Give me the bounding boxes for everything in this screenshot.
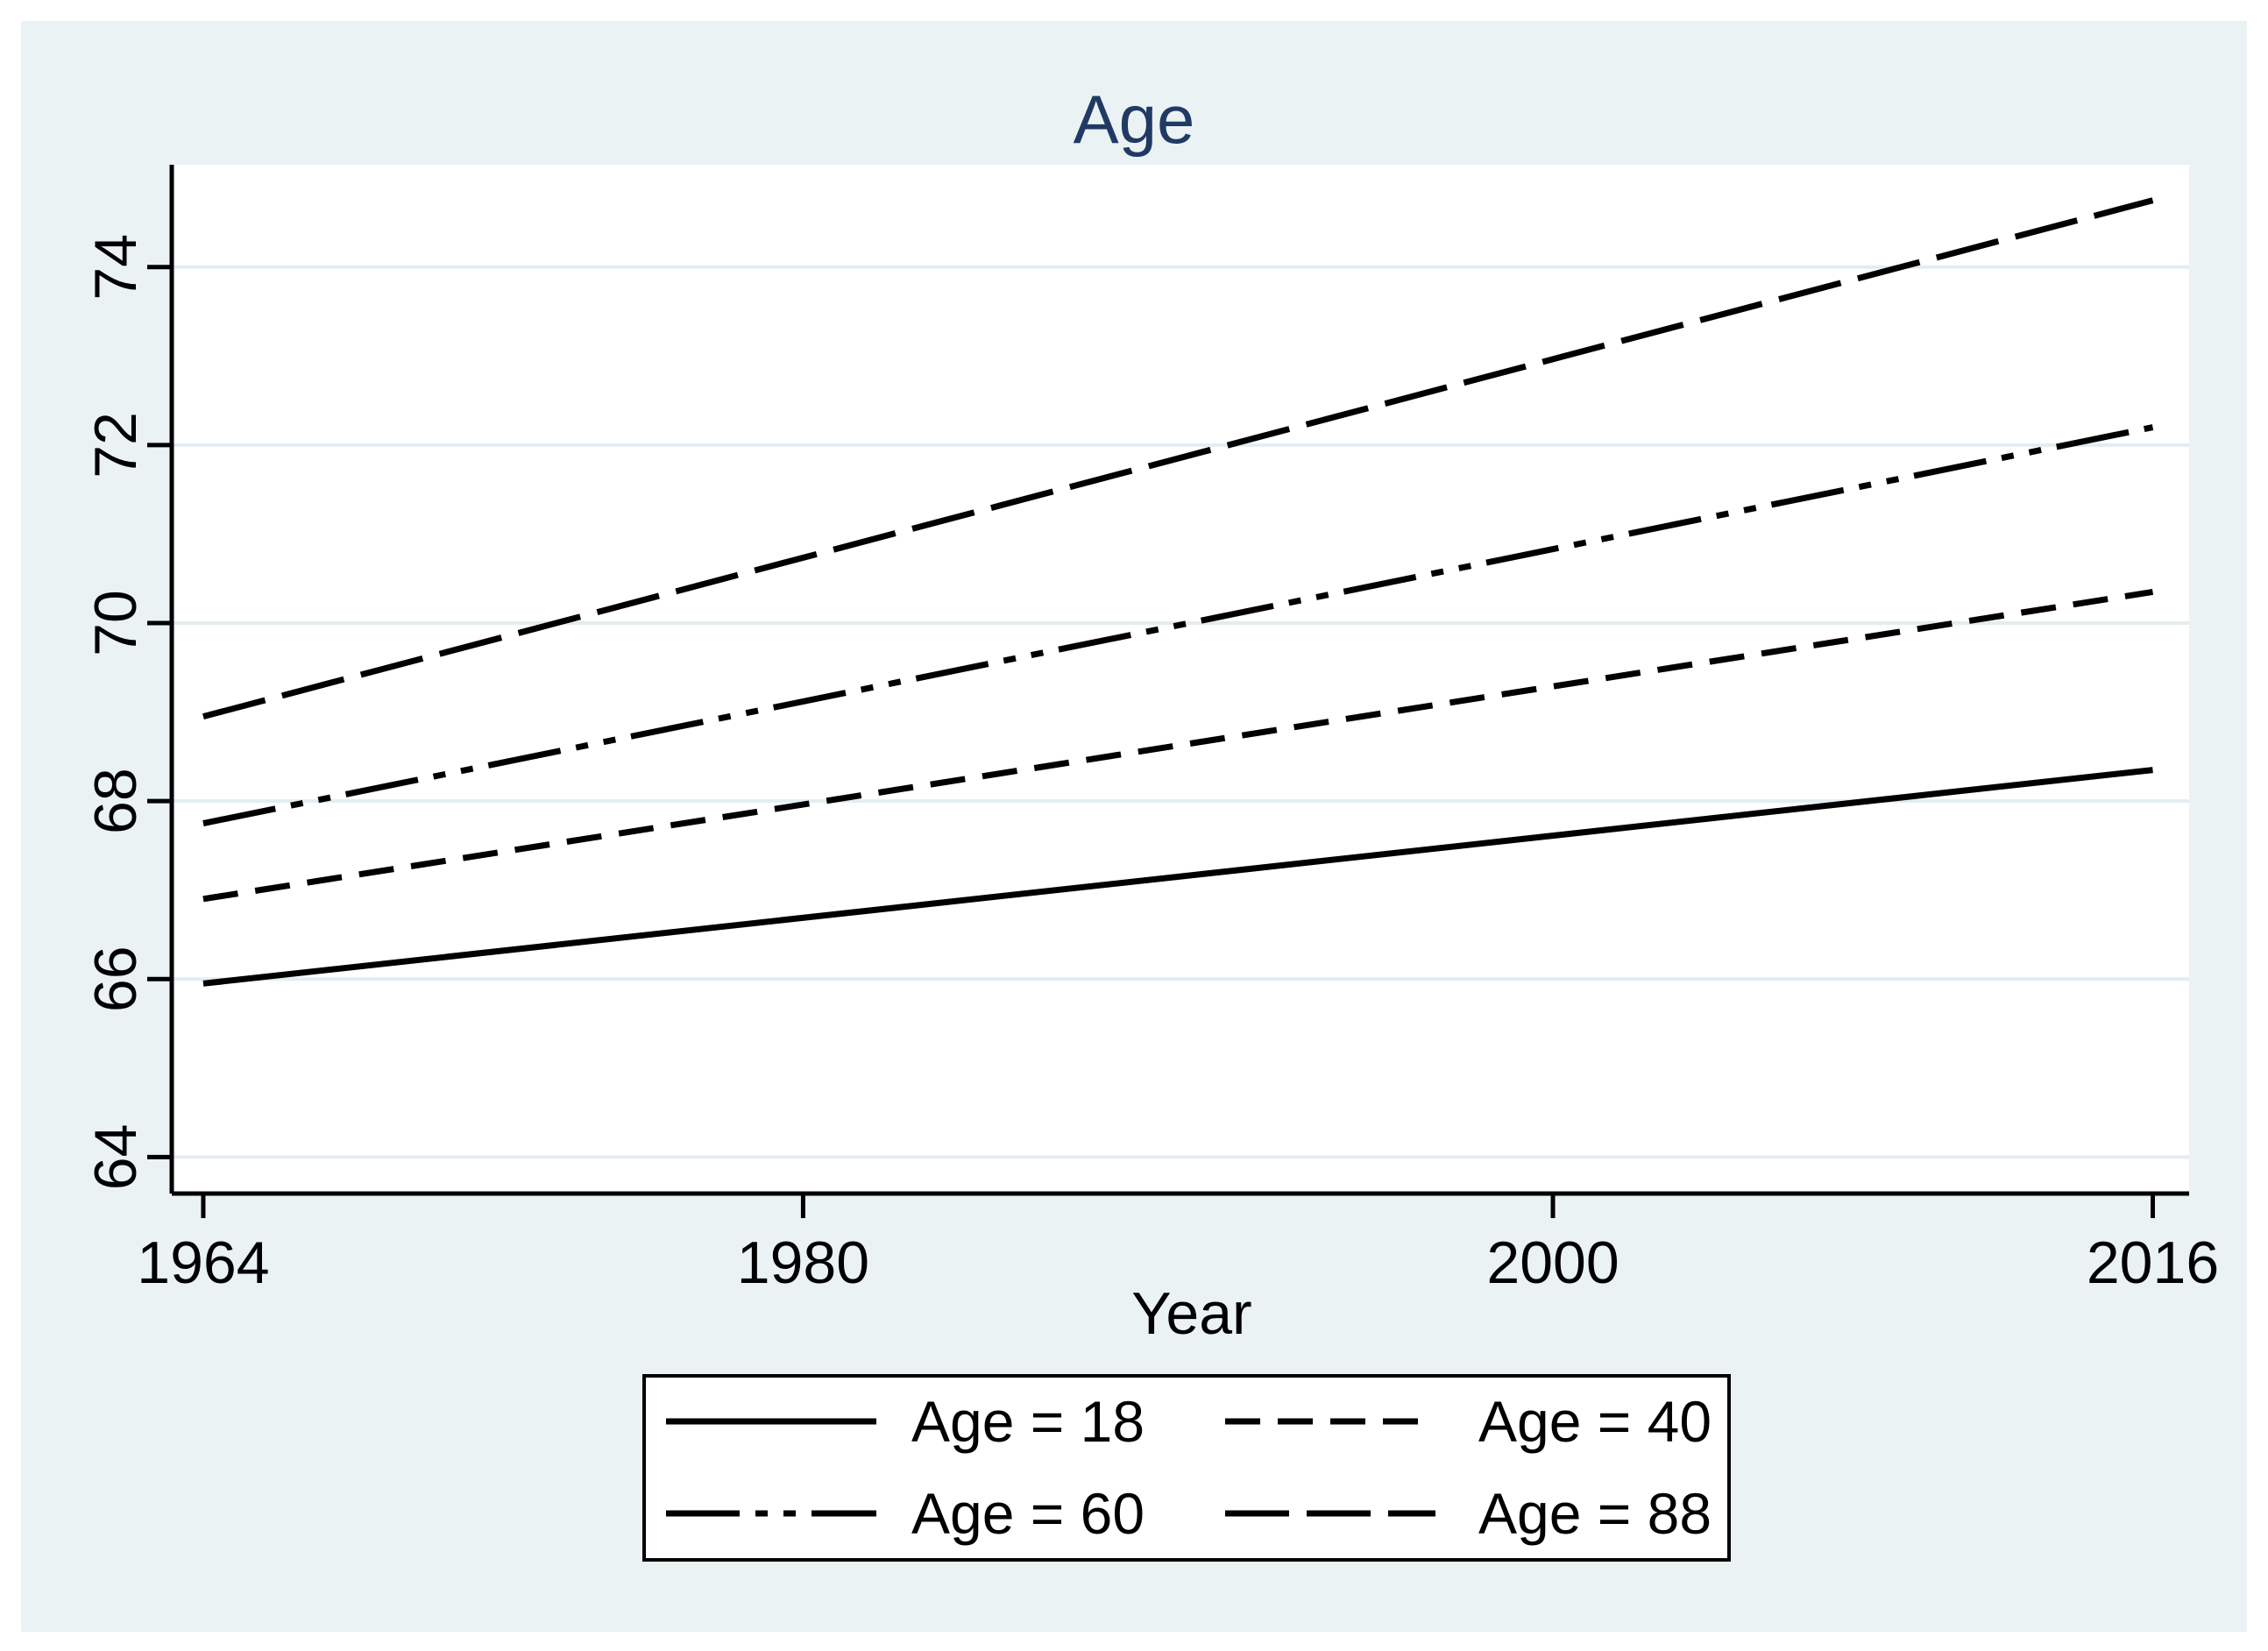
y-tick-label-68: 68 <box>82 768 149 834</box>
legend-label-2: Age = 40 <box>1478 1389 1712 1454</box>
y-tick-label-66: 66 <box>82 946 149 1012</box>
y-tick-label-72: 72 <box>82 412 149 478</box>
legend-box <box>642 1374 1731 1562</box>
chart-title: Age <box>1074 81 1195 158</box>
x-tick-label-2000: 2000 <box>1486 1229 1619 1296</box>
series-line-3 <box>202 424 2154 826</box>
legend-label-4: Age = 88 <box>1478 1481 1712 1546</box>
legend-label-1: Age = 18 <box>911 1389 1145 1454</box>
x-axis-title: Year <box>1131 1280 1251 1347</box>
x-tick-label-1964: 1964 <box>137 1229 269 1296</box>
y-tick-label-74: 74 <box>82 234 149 301</box>
x-tick-label-1980: 1980 <box>737 1229 869 1296</box>
series-line-4 <box>202 197 2154 720</box>
legend-label-3: Age = 60 <box>911 1481 1145 1546</box>
series-line-2 <box>202 589 2154 903</box>
x-tick-label-2016: 2016 <box>2087 1229 2219 1296</box>
y-tick-label-70: 70 <box>82 590 149 656</box>
y-tick-label-64: 64 <box>82 1124 149 1191</box>
series-lines <box>202 197 2154 987</box>
plot-area <box>172 165 2189 1194</box>
legend: Age = 18 Age = 40 Age = 60 Age = 88 <box>642 1374 1731 1562</box>
series-line-1 <box>202 767 2153 987</box>
axes: 64 66 68 70 72 74 1964 1980 2000 2016 <box>82 165 2219 1296</box>
